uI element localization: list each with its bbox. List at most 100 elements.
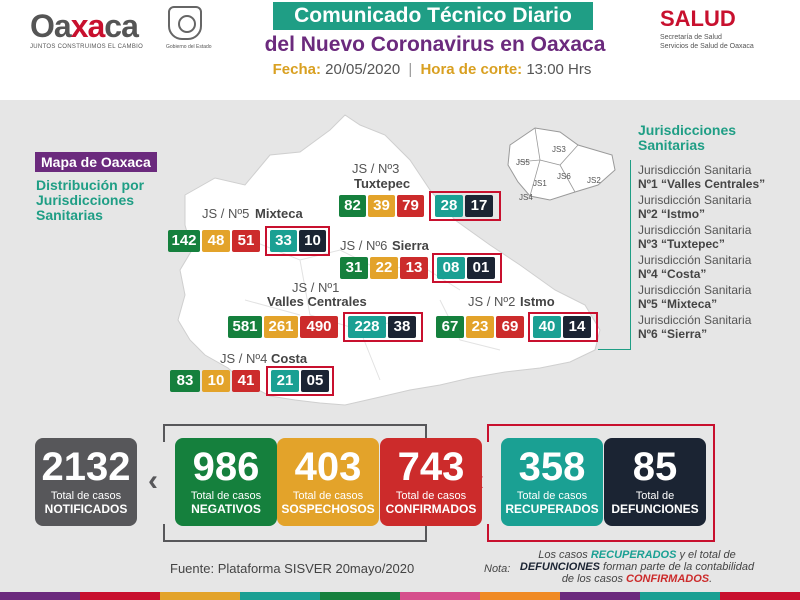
frame-edge [163,424,165,442]
js2-name: Istmo [520,294,555,309]
js6-negativos: 31 [340,257,368,279]
source-note: Fuente: Plataforma SISVER 20mayo/2020 [170,561,415,576]
js2-confirmados: 69 [496,316,524,338]
mapa-tag: Mapa de Oaxaca [35,152,157,172]
hora-value: 13:00 Hrs [526,61,592,78]
hora-label: Hora de corte: [420,61,523,78]
js2-recuperados: 40 [533,316,561,338]
frame-edge [163,524,165,542]
js2-sospechosos: 23 [466,316,494,338]
salud-subtitle-1: Secretaría de Salud [660,34,722,41]
logo-tagline: JUNTOS CONSTRUIMOS EL CAMBIO [30,44,144,50]
mini-label-js2: JS2 [587,176,601,185]
frame-confirmados [487,424,715,542]
js3-sospechosos: 39 [368,195,395,217]
js6-confirmados: 13 [400,257,428,279]
js3-negativos: 82 [339,195,366,217]
total-value: 743 [397,445,465,489]
js5-negativos: 142 [168,230,200,252]
total-line2: NEGATIVOS [191,502,261,516]
oaxaca-logo: Oaxaca [30,8,139,44]
legend-item-js5: Jurisdicción Sanitaria Nº5 “Mixteca” [638,283,752,311]
legend-title: Jurisdicciones Sanitarias [638,122,737,153]
total-line2: DEFUNCIONES [611,502,699,516]
total-line1: Total de casos [50,490,122,502]
frame-edge [487,524,489,542]
total-value: 85 [632,445,678,489]
js6-highlight-box [432,253,502,283]
js4-label: JS / Nº4 [220,351,268,366]
js2-negativos: 67 [436,316,464,338]
legend-item-js3: Jurisdicción Sanitaria Nº3 “Tuxtepec” [638,223,752,251]
total-value: 403 [294,445,362,489]
mini-label-js1: JS1 [533,179,547,188]
js3-label: JS / Nº3 [352,161,400,176]
js4-negativos: 83 [170,370,200,392]
js1-highlight-box [343,312,423,342]
js3-name: Tuxtepec [354,176,411,191]
card-defunciones: 85 Total de DEFUNCIONES [604,438,706,526]
card-confirmados: 743 Total de casos CONFIRMADOS [380,438,482,526]
mini-map [507,127,616,201]
js2-highlight-box [528,312,598,342]
js3-recuperados: 28 [435,195,463,217]
mini-map-regions [517,127,579,197]
card-negativos: 986 Total de casos NEGATIVOS [175,438,277,526]
total-line1: Total de casos [292,490,364,502]
state-seal-icon [168,6,202,40]
js3-confirmados: 79 [397,195,424,217]
mini-label-js5: JS5 [516,158,530,167]
distribution-subtitle: Distribución por Jurisdicciones Sanitari… [36,177,145,223]
js4-confirmados: 41 [232,370,260,392]
js3-defunciones: 17 [465,195,493,217]
card-recuperados: 358 Total de casos RECUPERADOS [501,438,603,526]
js6-recuperados: 08 [437,257,465,279]
js6-label: JS / Nº6 [340,238,388,253]
js1-negativos: 581 [228,316,262,338]
js2-defunciones: 14 [563,316,591,338]
title-line1: Comunicado Técnico Diario [273,2,593,30]
total-line2: NOTIFICADOS [44,502,128,516]
legend-line [630,160,631,350]
mini-label-js6: JS6 [557,172,571,181]
fecha-value: 20/05/2020 [325,61,401,78]
js5-sospechosos: 48 [202,230,230,252]
js6-defunciones: 01 [467,257,495,279]
js5-name: Mixteca [255,206,303,221]
card-sospechosos: 403 Total de casos SOSPECHOSOS [277,438,379,526]
legend-item-js4: Jurisdicción Sanitaria Nº4 “Costa” [638,253,752,281]
legend-item-js2: Jurisdicción Sanitaria Nº2 “Istmo” [638,193,752,221]
total-line2: SOSPECHOSOS [281,502,375,516]
fecha-label: Fecha: [272,61,321,78]
js1-name: Valles Centrales [267,294,367,309]
card-notificados: 2132 Total de casos NOTIFICADOS [35,438,137,526]
js4-sospechosos: 10 [202,370,230,392]
js3-highlight-box [429,191,501,221]
js6-name: Sierra [392,238,429,253]
mini-label-js3: JS3 [552,145,566,154]
total-line1: Total de casos [190,490,262,502]
nota-text: Los casos RECUPERADOS y el total de DEFU… [519,549,755,585]
js5-label: JS / Nº5 [202,206,250,221]
total-value: 358 [518,445,586,489]
total-line1: Total de casos [395,490,467,502]
title-line2: del Nuevo Coronavirus en Oaxaca [264,33,606,56]
total-value: 2132 [41,445,131,489]
js1-defunciones: 38 [388,316,416,338]
js1-label: JS / Nº1 [292,280,340,295]
total-line1: Total de casos [516,490,588,502]
legend-item-js1: Jurisdicción Sanitaria Nº1 “Valles Centra… [638,163,766,191]
js6-sospechosos: 22 [370,257,398,279]
mini-label-js4: JS4 [519,193,533,202]
js2-label: JS / Nº2 [468,294,516,309]
js4-defunciones: 05 [301,370,329,392]
js1-recuperados: 228 [348,316,386,338]
js4-highlight-box [266,366,334,396]
total-line1: Total de [635,490,675,502]
js1-confirmados: 490 [300,316,338,338]
js5-highlight-box [265,226,330,256]
salud-logo: SALUD [660,6,736,31]
legend-item-js6: Jurisdicción Sanitaria Nº6 “Sierra” [638,313,752,341]
total-line2: CONFIRMADOS [385,502,477,516]
chevron-left-icon: ‹ [148,464,158,497]
